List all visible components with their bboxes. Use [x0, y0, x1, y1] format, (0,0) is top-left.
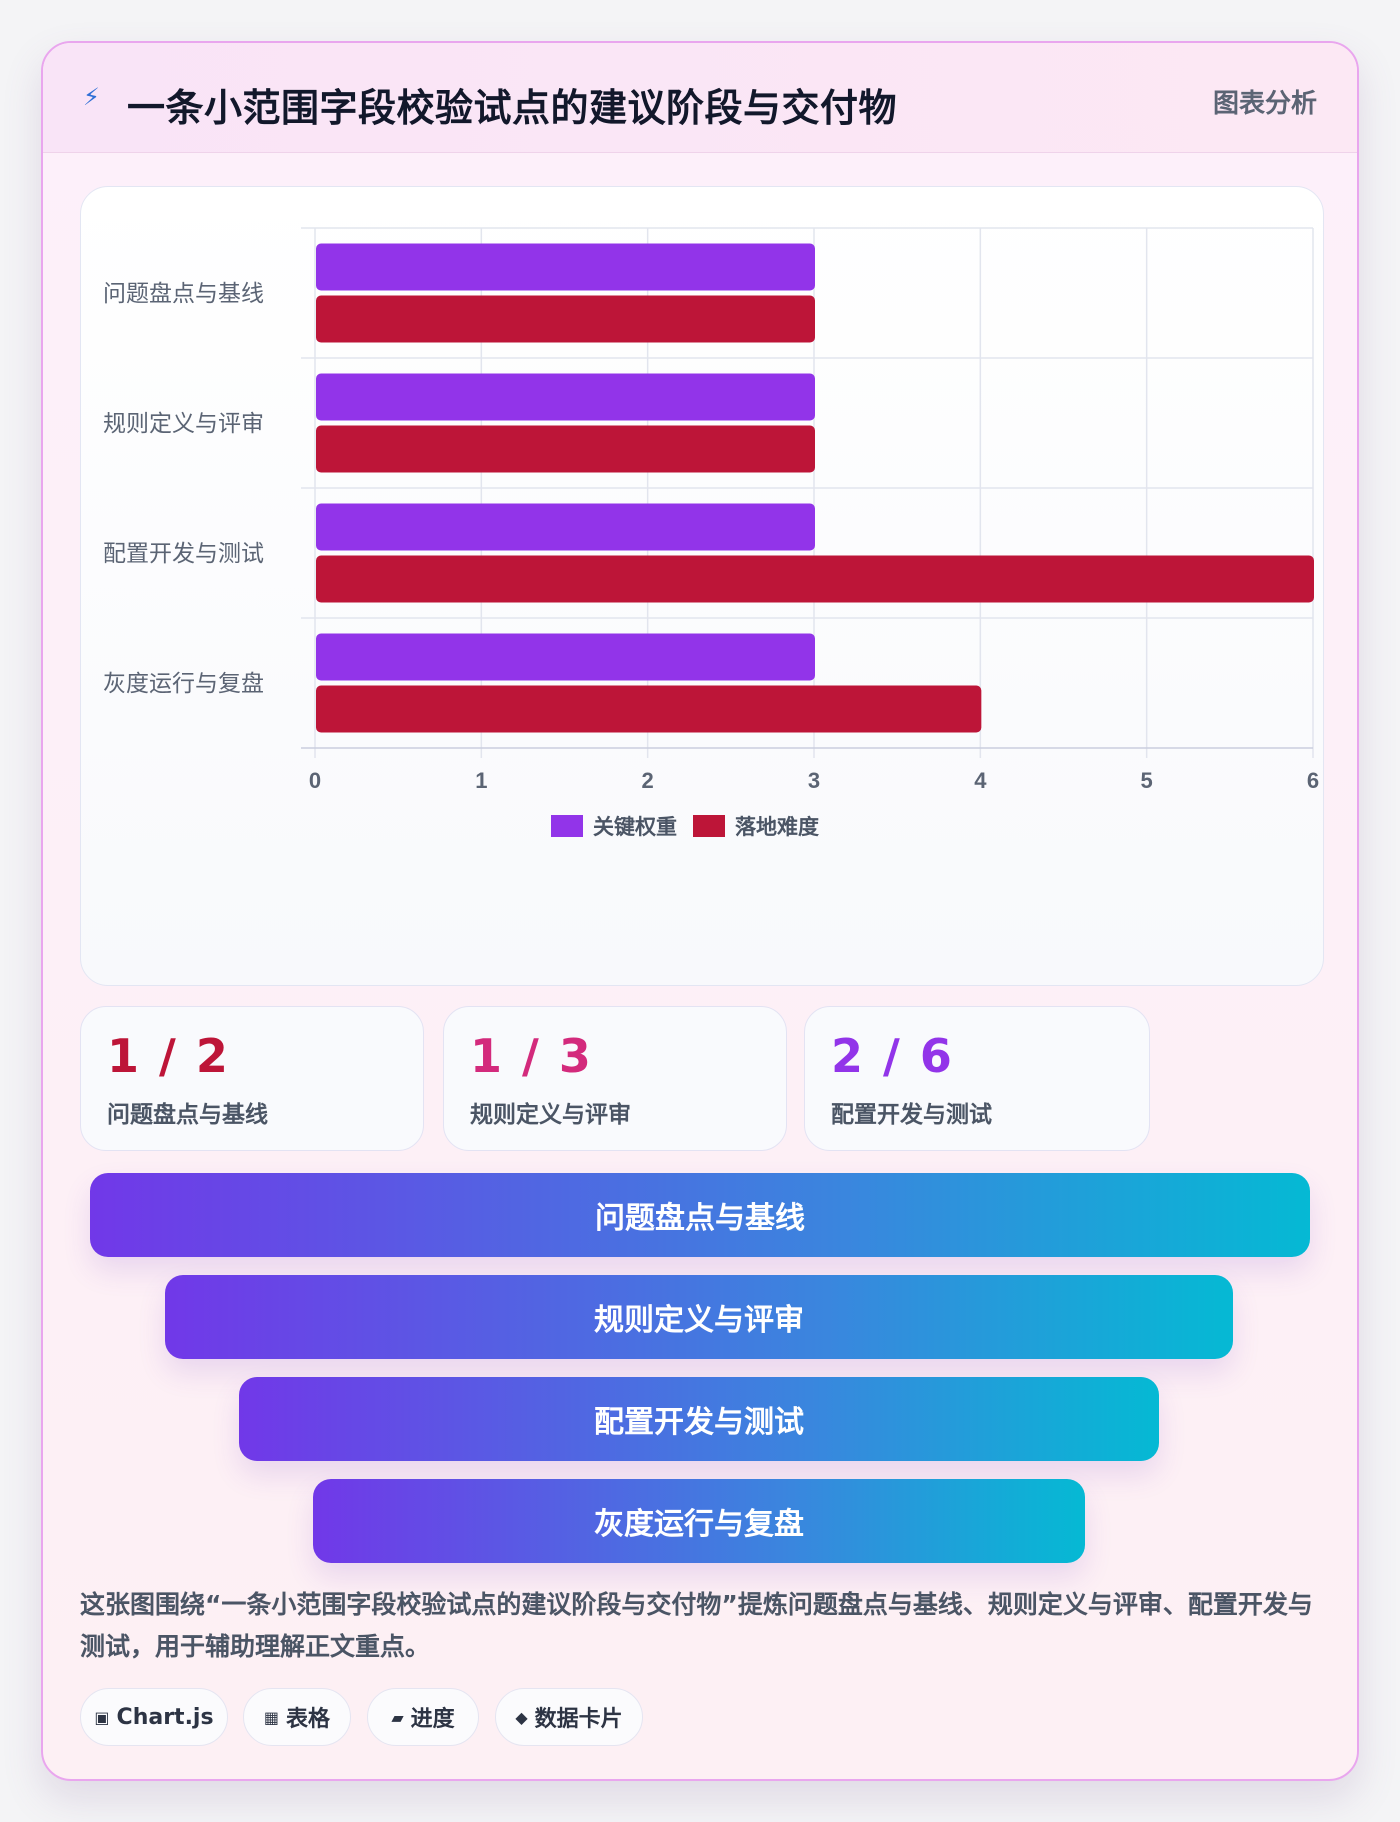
chip-chartjs[interactable]: ▣ Chart.js	[80, 1688, 228, 1746]
x-tick-label: 2	[642, 768, 654, 793]
progress-icon: ▰	[391, 1707, 404, 1727]
header-tag: 图表分析	[1212, 89, 1317, 119]
chip-label: Chart.js	[116, 1704, 214, 1730]
stat-value: 1 / 3	[470, 1029, 593, 1083]
x-tick-label: 5	[1141, 768, 1153, 793]
funnel-stage-1: 问题盘点与基线	[90, 1173, 1310, 1257]
chip-label: 数据卡片	[534, 1707, 623, 1732]
legend-swatch	[693, 815, 725, 837]
stat-label: 配置开发与测试	[831, 1102, 992, 1128]
stat-card-2: 1 / 3 规则定义与评审	[443, 1006, 787, 1151]
funnel-stage-3: 配置开发与测试	[239, 1377, 1159, 1461]
bolt-icon: ⚡	[83, 83, 100, 111]
page-title: 一条小范围字段校验试点的建议阶段与交付物	[127, 86, 898, 130]
y-tick-label: 灰度运行与复盘	[103, 671, 264, 697]
funnel-stage-2: 规则定义与评审	[165, 1275, 1233, 1359]
y-tick-label: 配置开发与测试	[103, 541, 264, 567]
bar	[316, 685, 982, 733]
legend-label: 落地难度	[735, 815, 819, 839]
bar	[316, 373, 815, 421]
card-header: ⚡ 一条小范围字段校验试点的建议阶段与交付物 图表分析	[43, 43, 1357, 153]
legend-label: 关键权重	[593, 815, 677, 839]
y-tick-label: 规则定义与评审	[103, 411, 264, 437]
stat-card-3: 2 / 6 配置开发与测试	[804, 1006, 1150, 1151]
x-tick-label: 1	[475, 768, 487, 793]
chart-description: 这张图围绕“一条小范围字段校验试点的建议阶段与交付物”提炼问题盘点与基线、规则定…	[80, 1590, 1313, 1661]
legend-swatch	[551, 815, 583, 837]
chip-progress[interactable]: ▰ 进度	[367, 1688, 479, 1746]
bar	[316, 295, 815, 343]
bar	[316, 425, 815, 473]
x-tick-label: 4	[974, 768, 987, 793]
stat-card-1: 1 / 2 问题盘点与基线	[80, 1006, 424, 1151]
bar	[316, 555, 1314, 603]
stat-label: 规则定义与评审	[470, 1102, 631, 1128]
bar	[316, 633, 815, 681]
x-tick-label: 6	[1307, 768, 1319, 793]
chip-label: 表格	[286, 1707, 331, 1732]
diamond-icon: ◆	[515, 1707, 528, 1727]
x-tick-label: 3	[808, 768, 820, 793]
stat-value: 2 / 6	[831, 1029, 954, 1083]
chart-icon: ▣	[94, 1707, 110, 1727]
bar	[316, 503, 815, 551]
bar	[316, 243, 815, 291]
table-icon: ▦	[263, 1707, 280, 1727]
stat-label: 问题盘点与基线	[107, 1102, 268, 1128]
y-tick-label: 问题盘点与基线	[103, 281, 264, 307]
funnel-stage-4: 灰度运行与复盘	[313, 1479, 1085, 1563]
chart-panel: 0 1 2 3 4 5 6 问题盘点与基线 规则定义与评审 配置开发与测试 灰度运行与复盘关键权重 落…	[80, 186, 1324, 986]
chip-data-card[interactable]: ◆ 数据卡片	[495, 1688, 643, 1746]
chip-label: 进度	[410, 1707, 455, 1732]
x-tick-label: 0	[309, 768, 321, 793]
chip-table[interactable]: ▦ 表格	[243, 1688, 351, 1746]
chart-card: ⚡ 一条小范围字段校验试点的建议阶段与交付物 图表分析 0 1 2 3 4 5 6 问题盘点与…	[41, 41, 1359, 1781]
stat-value: 1 / 2	[107, 1029, 230, 1083]
